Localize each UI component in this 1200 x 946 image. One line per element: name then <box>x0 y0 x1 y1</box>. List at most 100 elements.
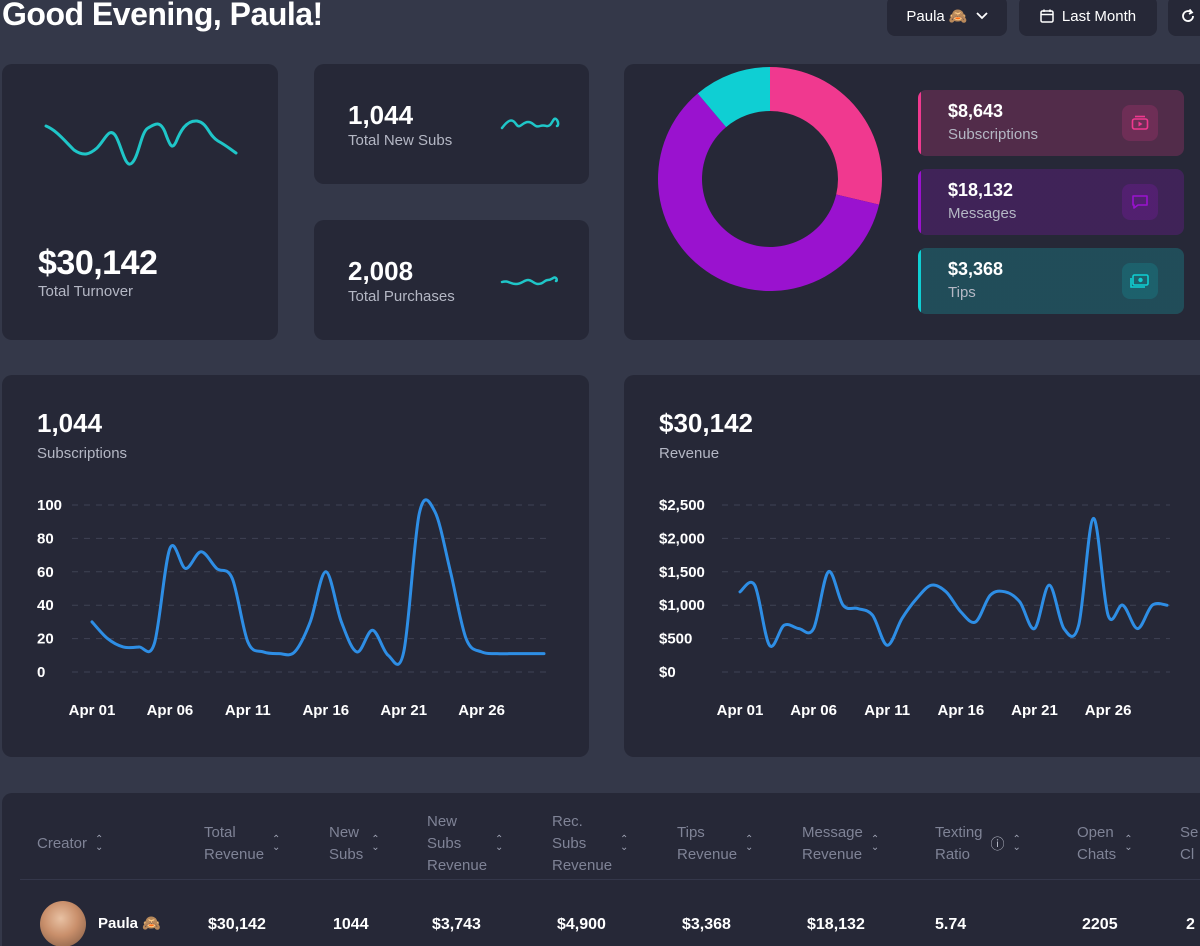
x-tick-label: Apr 21 <box>1011 702 1058 719</box>
creator-name[interactable]: Paula 🙈 <box>98 915 161 932</box>
column-header-label-line: Rec. <box>552 813 583 830</box>
sort-icon[interactable]: ⌃ ⌄ <box>1124 834 1133 853</box>
avatar[interactable] <box>40 901 86 946</box>
table-cell: 1044 <box>333 916 369 933</box>
sort-icon[interactable]: ⌃ ⌄ <box>745 834 754 853</box>
subs-chart-label: Subscriptions <box>37 445 128 462</box>
y-tick-label: $1,000 <box>659 597 705 614</box>
x-tick-label: Apr 26 <box>458 702 505 719</box>
y-tick-label: 80 <box>37 530 54 547</box>
column-header-label-line: Revenue <box>427 857 488 874</box>
donut-slice-messages[interactable] <box>658 93 880 291</box>
column-header[interactable]: Message Revenue ⌃ ⌄ <box>802 822 879 866</box>
revenue-chart-value: $30,142 <box>659 408 753 438</box>
column-header[interactable]: Se Cl <box>1180 822 1198 866</box>
calendar-icon <box>1040 9 1054 23</box>
messages-value: $18,132 <box>948 180 1014 200</box>
table-cell: 2205 <box>1082 916 1118 933</box>
column-header-label: Message Revenue <box>802 822 863 866</box>
revenue-donut-chart <box>658 67 882 291</box>
y-tick-label: $500 <box>659 631 692 648</box>
greeting-title: Good Evening, Paula! <box>2 0 323 32</box>
header-divider <box>20 879 1200 880</box>
column-header-label-line: Message <box>802 824 863 841</box>
column-header-label: New Subs Revenue <box>427 811 487 877</box>
column-header[interactable]: Open Chats ⌃ ⌄ <box>1077 822 1133 866</box>
legend-messages[interactable]: $18,132 Messages <box>918 169 1184 235</box>
subscriptions-line-chart: 100 80 60 40 20 0 Apr 01 Apr 06 Apr 11 Apr 16 Apr … <box>37 497 550 719</box>
column-header[interactable]: Creator ⌃ ⌄ <box>37 833 103 855</box>
x-tick-label: Apr 11 <box>864 702 910 719</box>
donut-slice-subscriptions[interactable] <box>770 67 882 205</box>
legend-subscriptions[interactable]: $8,643 Subscriptions <box>918 90 1184 156</box>
video-icon <box>1122 105 1158 141</box>
purchases-value: 2,008 <box>348 256 414 286</box>
series-line[interactable] <box>738 516 1169 648</box>
x-tick-label: Apr 01 <box>69 702 116 719</box>
turnover-sparkline <box>44 119 238 166</box>
column-header-label-line: Revenue <box>204 846 265 863</box>
new-subs-sparkline <box>500 117 560 130</box>
column-header-label-line: New <box>329 824 360 841</box>
subscriptions-chart-card: 1,044 Subscriptions 100 80 60 40 20 0 Apr 01 Ap… <box>2 375 589 757</box>
column-header-label: Tips Revenue <box>677 822 737 866</box>
x-tick-label: Apr 16 <box>938 702 985 719</box>
new-subs-value: 1,044 <box>348 100 414 130</box>
tips-label: Tips <box>948 284 976 301</box>
column-header[interactable]: Rec. Subs Revenue ⌃ ⌄ <box>552 811 628 877</box>
column-header[interactable]: New Subs ⌃ ⌄ <box>329 822 380 866</box>
y-tick-label: 40 <box>37 597 54 614</box>
x-tick-label: Apr 26 <box>1085 702 1132 719</box>
period-select-label: Last Month <box>1061 7 1137 25</box>
table-cell: 5.74 <box>935 916 967 933</box>
column-header-label: Texting Ratio <box>935 822 983 866</box>
sort-icon[interactable]: ⌃ ⌄ <box>495 834 504 853</box>
y-tick-label: 100 <box>37 497 62 514</box>
sort-icon[interactable]: ⌃ ⌄ <box>1012 834 1021 853</box>
turnover-label: Total Turnover <box>38 283 134 300</box>
column-header-label-line: Revenue <box>677 846 738 863</box>
x-tick-label: Apr 11 <box>225 702 271 719</box>
column-header[interactable]: Texting Ratio ⓘ ⌃ ⌄ <box>935 822 1021 866</box>
x-tick-label: Apr 16 <box>302 702 349 719</box>
y-tick-label: $0 <box>659 664 676 681</box>
purchases-label: Total Purchases <box>348 288 455 305</box>
column-header-label-line: Chats <box>1077 846 1117 863</box>
purchases-sparkline <box>500 276 558 286</box>
column-header[interactable]: Tips Revenue ⌃ ⌄ <box>677 822 753 866</box>
x-tick-label: Apr 06 <box>147 702 194 719</box>
legend-tips[interactable]: $3,368 Tips <box>918 248 1184 314</box>
period-select[interactable]: Last Month <box>1019 0 1157 36</box>
column-header-label: New Subs <box>329 822 363 866</box>
y-tick-label: 60 <box>37 564 54 581</box>
series-line[interactable] <box>90 498 546 666</box>
table-cell: 2 <box>1186 916 1195 933</box>
column-header-label: Creator <box>37 833 87 855</box>
sort-icon[interactable]: ⌃ ⌄ <box>620 834 629 853</box>
column-header[interactable]: New Subs Revenue ⌃ ⌄ <box>427 811 503 877</box>
column-header-label: Rec. Subs Revenue <box>552 811 612 877</box>
sort-icon[interactable]: ⌃ ⌄ <box>870 834 880 853</box>
sort-icon[interactable]: ⌃ ⌄ <box>272 834 281 853</box>
table-cell: $3,368 <box>682 916 731 933</box>
user-select[interactable]: Paula 🙈 <box>887 0 1007 36</box>
purchases-card: 2,008 Total Purchases <box>314 220 589 340</box>
turnover-card: $30,142 Total Turnover <box>2 64 278 340</box>
table-row[interactable]: Paula 🙈 $30,142 1044 $3,743 $4,900 $3,368 $18… <box>2 793 1200 946</box>
new-subs-label: Total New Subs <box>348 132 453 149</box>
column-header-label-line: Tips <box>677 824 705 841</box>
money-icon <box>1122 263 1158 299</box>
info-icon[interactable]: ⓘ <box>990 836 1005 852</box>
column-header[interactable]: Total Revenue ⌃ ⌄ <box>204 822 280 866</box>
sort-icon[interactable]: ⌃ ⌄ <box>371 834 380 853</box>
column-header-label-line: Revenue <box>552 857 613 874</box>
column-header-label-line: Ratio <box>935 846 971 863</box>
refresh-button[interactable] <box>1168 0 1200 36</box>
column-header-label-line: Subs <box>552 835 587 852</box>
sort-icon[interactable]: ⌃ ⌄ <box>95 834 104 853</box>
column-header-label: Open Chats <box>1077 822 1116 866</box>
donut-slice-tips[interactable] <box>697 67 770 128</box>
column-header-label-line: New <box>427 813 458 830</box>
column-header-label-line: Cl <box>1180 846 1195 863</box>
creators-table: Creator ⌃ ⌄ Total Revenue ⌃ ⌄ New Subs ⌃ ⌄ New Subs R… <box>2 793 1200 946</box>
